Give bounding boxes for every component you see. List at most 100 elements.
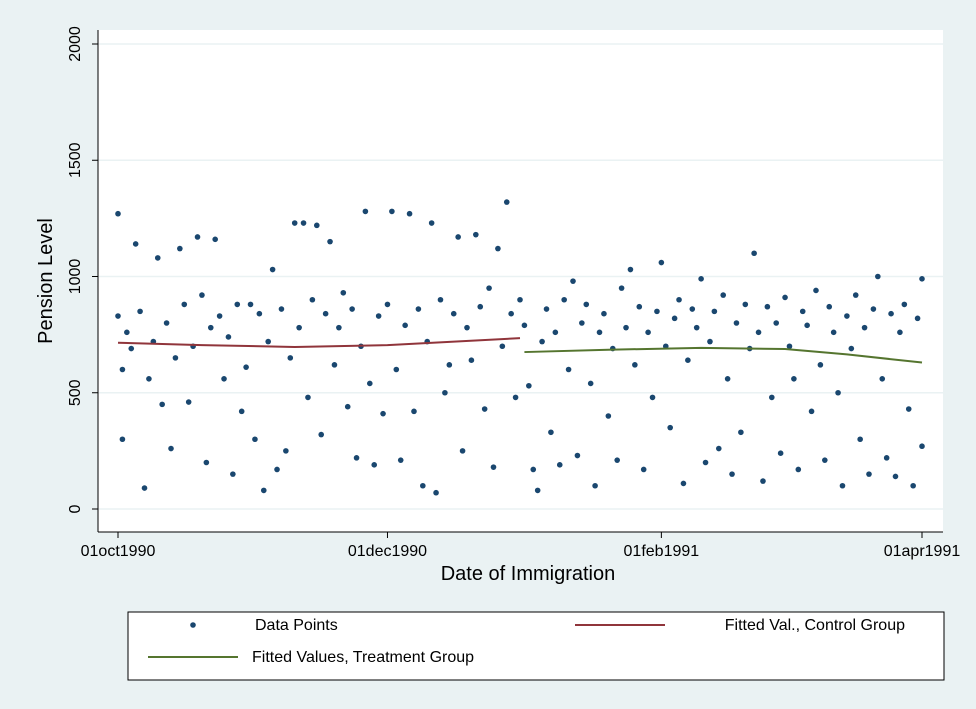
y-tick-label: 1500 [67,142,84,178]
data-point [119,366,126,373]
data-point [119,436,126,443]
data-point [146,376,152,382]
data-point [274,466,280,473]
data-point [844,313,850,319]
data-point [587,380,594,387]
data-point [353,455,360,461]
data-point [614,457,620,463]
data-point [287,355,294,361]
data-point [455,234,461,240]
data-point [221,376,227,382]
data-point [804,322,810,329]
x-tick-label: 01apr1991 [884,543,961,560]
plot-area [98,30,943,532]
data-point [680,480,687,487]
data-point [596,329,603,336]
data-point [914,315,921,322]
data-point [124,329,130,336]
data-point [773,320,780,326]
data-point [534,487,541,494]
data-point [344,403,351,410]
data-point [640,466,647,473]
data-point [861,324,868,331]
data-point [437,296,444,303]
data-point [764,303,771,310]
data-point [645,329,651,336]
data-point [852,292,859,298]
fitted-line [117,337,521,348]
data-point [879,376,886,382]
data-point [402,322,408,329]
data-point [181,301,188,308]
data-point [733,320,740,326]
data-point [698,276,704,282]
data-point [751,250,757,257]
data-point [450,310,457,317]
data-point [760,478,766,484]
y-tick-label: 2000 [67,26,84,62]
data-point [327,238,333,245]
data-point [203,459,210,466]
data-point [883,455,890,461]
data-point [791,376,797,382]
data-point [870,306,877,312]
data-point [313,222,320,229]
data-point [132,241,139,247]
data-point [649,394,656,401]
data-point [177,245,183,252]
data-point [848,345,855,352]
data-point [711,308,718,315]
data-point [866,471,872,477]
data-point [477,303,484,310]
data-point [362,208,369,215]
legend-box [127,611,945,681]
data-point [667,424,673,431]
data-point [318,431,325,438]
data-point [296,324,302,331]
data-point [822,457,828,463]
data-point [552,329,559,336]
data-point [349,306,355,312]
data-point [115,313,121,319]
data-point [897,329,903,336]
data-point [243,364,249,370]
fitted-line [524,346,923,364]
data-point [729,471,735,477]
y-tick-label: 0 [67,504,84,513]
data-point [813,287,819,294]
data-point [592,482,598,489]
data-point [415,306,422,312]
data-point [234,301,241,308]
data-point [826,303,833,310]
data-point [512,394,519,401]
x-axis-label: Date of Immigration [441,563,616,585]
data-point [141,485,148,491]
data-point [548,429,554,436]
data-point [137,308,143,315]
data-point [777,450,784,457]
data-point [389,208,395,215]
legend-label: Data Points [255,617,338,634]
x-tick-label: 01dec1990 [348,543,427,560]
data-point [499,343,506,350]
data-point [919,276,925,282]
data-point [543,306,550,312]
data-point [490,464,497,470]
data-point [839,482,846,489]
data-point [168,445,174,452]
data-point [738,429,744,436]
data-point [252,436,258,443]
data-point [786,343,793,350]
data-point [322,310,329,317]
data-point [671,315,678,322]
data-point [367,380,373,387]
data-point [561,296,567,303]
data-point [875,273,881,280]
data-point [782,294,788,301]
data-point [623,324,629,331]
y-tick-label: 1000 [67,259,84,295]
data-point [194,234,201,240]
data-point [685,357,691,364]
data-point [163,320,170,326]
